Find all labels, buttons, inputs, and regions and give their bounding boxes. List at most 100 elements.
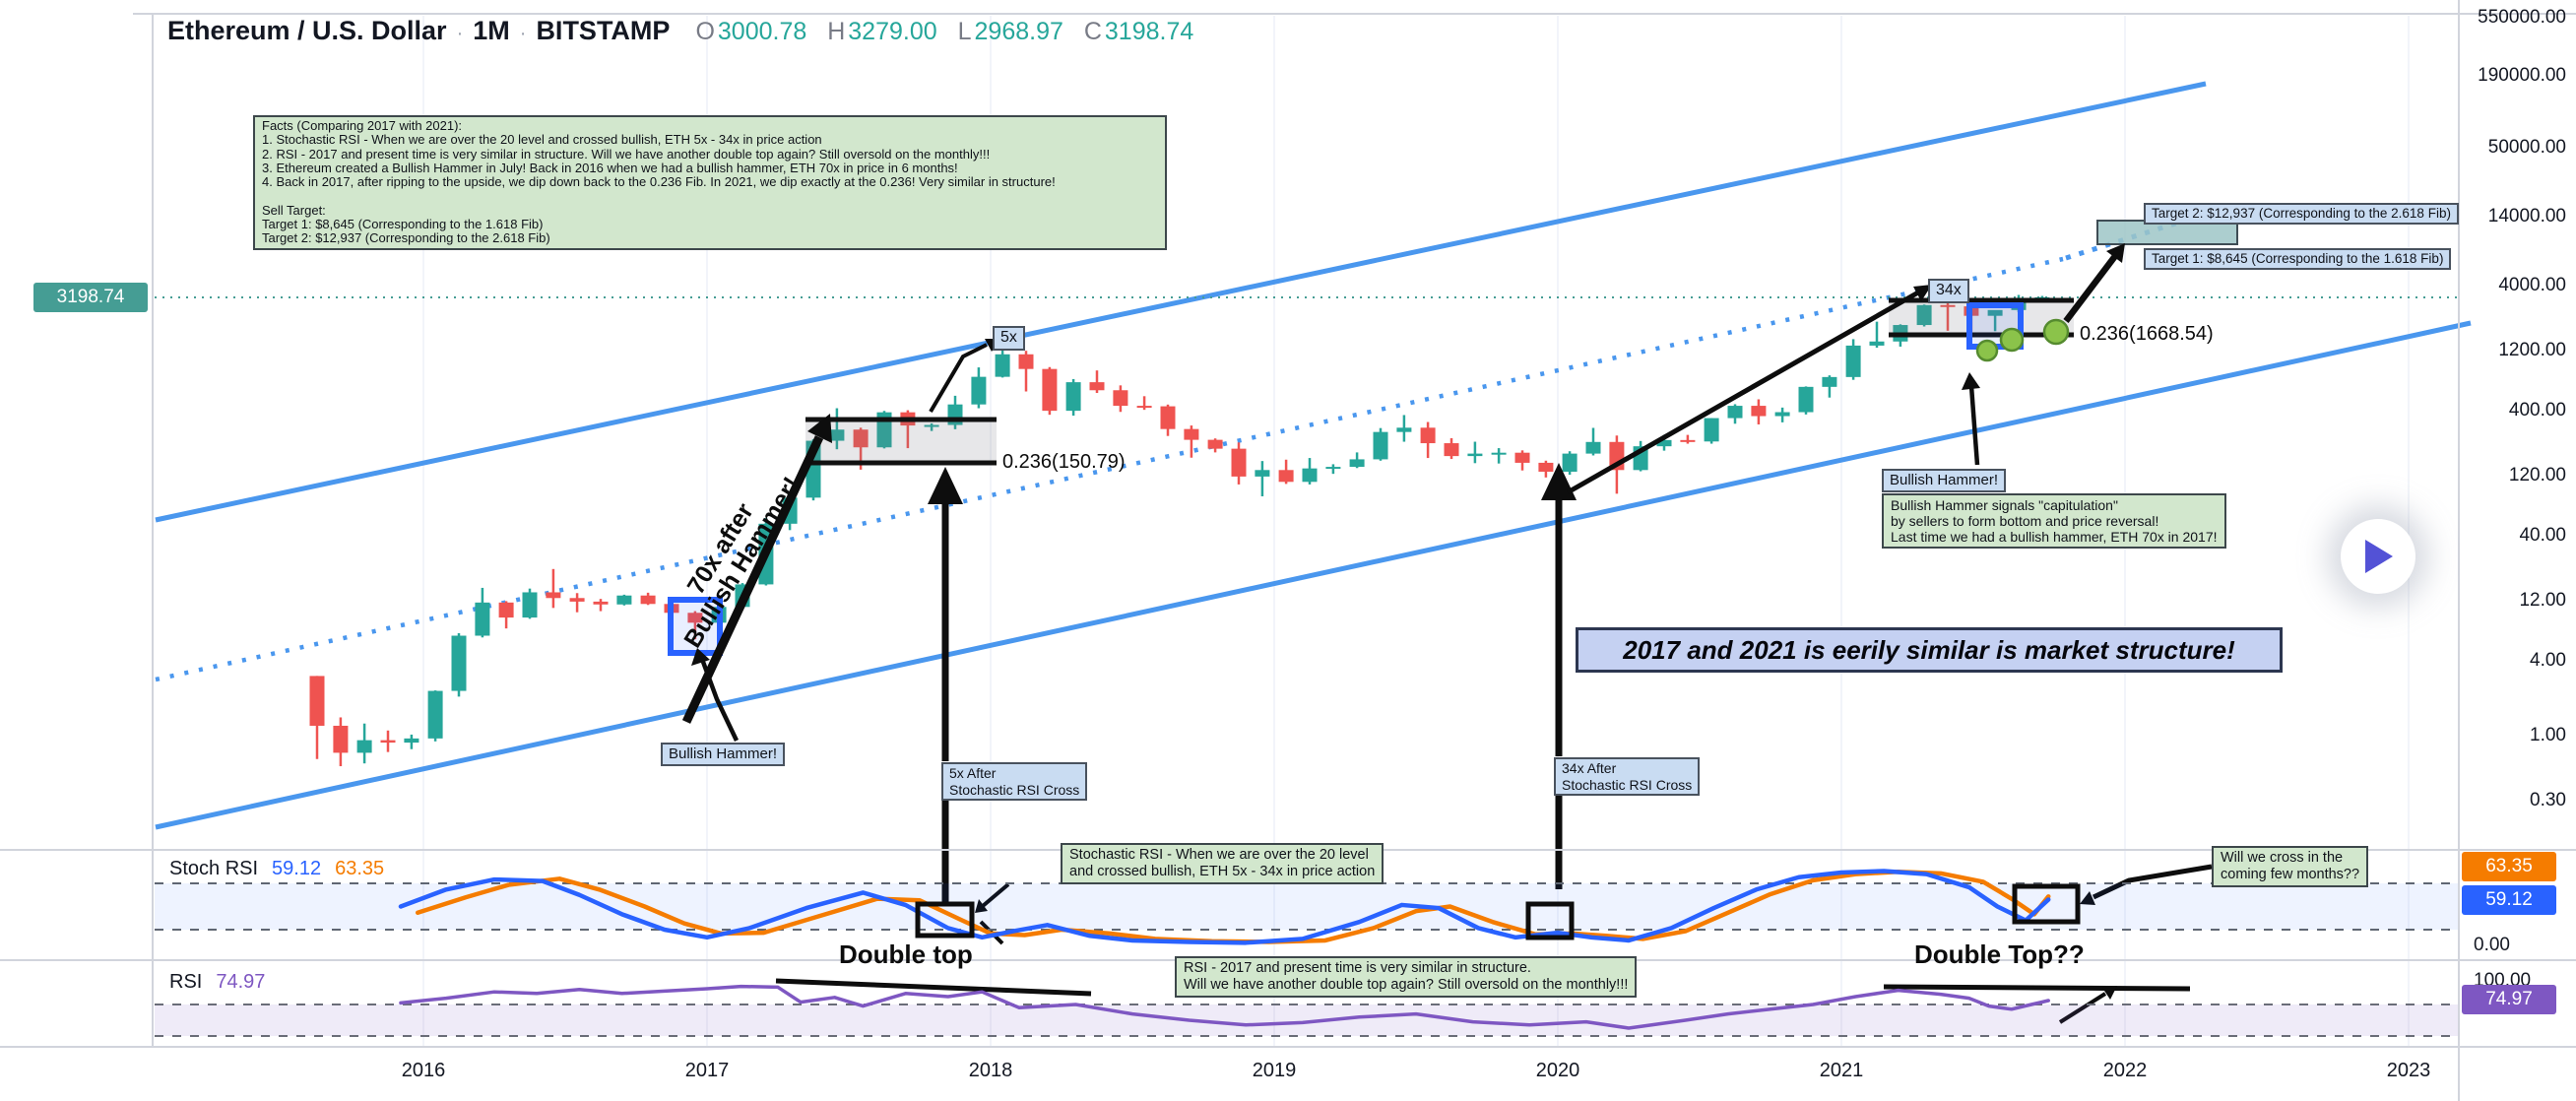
- arrow-bullish-hammer-2021[interactable]: [1968, 385, 1980, 466]
- candle[interactable]: [1704, 418, 1719, 444]
- candle[interactable]: [1302, 458, 1318, 485]
- candle[interactable]: [1065, 378, 1081, 417]
- target-2-box[interactable]: Target 2: $12,937 (Corresponding to the …: [2144, 203, 2459, 225]
- will-we-cross-box[interactable]: Will we cross in the coming few months??: [2212, 846, 2369, 888]
- candle[interactable]: [1514, 450, 1530, 471]
- retest-circles[interactable]: [1975, 318, 2070, 362]
- similarity-banner[interactable]: 2017 and 2021 is eerily similar is marke…: [1576, 627, 2283, 673]
- candle[interactable]: [1089, 370, 1105, 393]
- candle[interactable]: [1160, 404, 1176, 436]
- candle[interactable]: [1042, 366, 1058, 416]
- channel-mid-dotted-line[interactable]: [155, 256, 2064, 682]
- label-34x[interactable]: 34x: [1928, 279, 1969, 303]
- retest-circle-1[interactable]: [1975, 339, 1999, 362]
- candle[interactable]: [309, 676, 325, 759]
- annotation-arrows[interactable]: [681, 243, 2213, 1024]
- channel-lower-line[interactable]: [155, 320, 2472, 830]
- bullish-hammer-2016-label[interactable]: Bullish Hammer!: [661, 743, 786, 766]
- stoch-title[interactable]: Stoch RSI: [169, 858, 259, 879]
- candle[interactable]: [1774, 407, 1790, 422]
- year-label[interactable]: 2022: [2102, 1060, 2148, 1081]
- candle[interactable]: [333, 717, 349, 767]
- label-5x[interactable]: 5x: [993, 326, 1025, 351]
- play-button[interactable]: [2341, 519, 2415, 594]
- candle[interactable]: [1113, 385, 1128, 413]
- arrow-will-we-cross[interactable]: [2092, 864, 2213, 900]
- candle[interactable]: [971, 367, 987, 409]
- candle[interactable]: [1231, 442, 1247, 485]
- stoch-cross-rect-2017[interactable]: [915, 901, 975, 939]
- candle[interactable]: [616, 594, 632, 606]
- candle[interactable]: [1680, 434, 1696, 444]
- candle[interactable]: [1184, 425, 1199, 458]
- retest-circle-3[interactable]: [2042, 318, 2070, 346]
- candle[interactable]: [356, 723, 372, 764]
- candle[interactable]: [1751, 399, 1767, 424]
- facts-note-box[interactable]: Facts (Comparing 2017 with 2021): 1. Sto…: [253, 115, 1167, 250]
- fib-zone-2017[interactable]: [805, 417, 997, 466]
- arrow-to-target[interactable]: [2063, 254, 2118, 323]
- timeframe-label[interactable]: 1M: [473, 16, 510, 45]
- candle[interactable]: [1987, 309, 2003, 332]
- rsi-note-box[interactable]: RSI - 2017 and present time is very simi…: [1175, 956, 1638, 999]
- double-top-2017-label[interactable]: Double top: [839, 939, 973, 969]
- year-label[interactable]: 2020: [1535, 1060, 1580, 1081]
- candle[interactable]: [1822, 375, 1837, 398]
- candle[interactable]: [1538, 460, 1554, 478]
- symbol-title[interactable]: Ethereum / U.S. Dollar: [167, 16, 447, 45]
- candle[interactable]: [380, 730, 396, 752]
- box-5x-after[interactable]: 5x After Stochastic RSI Cross: [941, 762, 1088, 802]
- candle[interactable]: [1349, 452, 1365, 469]
- candle[interactable]: [1869, 321, 1885, 349]
- bullish-hammer-2021-label[interactable]: Bullish Hammer!: [1882, 469, 2007, 492]
- candle[interactable]: [1255, 461, 1270, 496]
- candle[interactable]: [640, 592, 656, 606]
- box-34x-after[interactable]: 34x After Stochastic RSI Cross: [1554, 757, 1701, 797]
- candle[interactable]: [1798, 386, 1814, 415]
- fib-0236-2021-label[interactable]: 0.236(1668.54): [2080, 323, 2214, 345]
- year-label[interactable]: 2021: [1819, 1060, 1864, 1081]
- candle[interactable]: [1207, 438, 1223, 453]
- stoch-cross-highlights[interactable]: [915, 883, 2081, 940]
- trend-channel[interactable]: [155, 81, 2472, 830]
- candle[interactable]: [569, 593, 585, 613]
- arrow-to-34x[interactable]: [1566, 290, 1920, 495]
- candle[interactable]: [1325, 464, 1341, 475]
- candle[interactable]: [522, 588, 538, 619]
- exchange-label[interactable]: BITSTAMP: [536, 16, 671, 45]
- double-top-line-2021[interactable]: [1883, 984, 2191, 992]
- double-top-line-2017[interactable]: [775, 978, 1092, 997]
- arrow-to-5x[interactable]: [929, 343, 988, 414]
- candle[interactable]: [498, 601, 514, 629]
- year-label[interactable]: 2016: [401, 1060, 446, 1081]
- year-label[interactable]: 2018: [968, 1060, 1013, 1081]
- year-label[interactable]: 2017: [684, 1060, 730, 1081]
- candle[interactable]: [1467, 441, 1483, 464]
- arrow-stoch-cross-2017[interactable]: [981, 882, 1010, 908]
- hammer-square-2016[interactable]: [668, 597, 723, 656]
- stoch-cross-rect-2021[interactable]: [2012, 883, 2081, 925]
- candle[interactable]: [546, 568, 561, 609]
- candle[interactable]: [1420, 421, 1436, 459]
- fib-0236-2017-label[interactable]: 0.236(150.79): [1002, 451, 1126, 473]
- year-label[interactable]: 2019: [1252, 1060, 1297, 1081]
- stoch-note-box[interactable]: Stochastic RSI - When we are over the 20…: [1061, 843, 1385, 885]
- candle[interactable]: [1845, 339, 1861, 380]
- double-top-2021-label[interactable]: Double Top??: [1914, 939, 2085, 969]
- candle[interactable]: [475, 587, 490, 638]
- candle[interactable]: [1916, 304, 1932, 327]
- candlestick-series[interactable]: [309, 280, 2050, 767]
- candle[interactable]: [593, 599, 609, 612]
- candle[interactable]: [1018, 351, 1034, 392]
- candle[interactable]: [451, 632, 467, 697]
- candle[interactable]: [427, 690, 443, 742]
- candle[interactable]: [1396, 415, 1412, 442]
- rsi-title[interactable]: RSI: [169, 971, 203, 993]
- candle[interactable]: [1278, 459, 1294, 485]
- stoch-cross-rect-2020[interactable]: [1525, 901, 1575, 940]
- candle[interactable]: [1562, 451, 1578, 476]
- candle[interactable]: [1373, 427, 1388, 461]
- arrow-70x[interactable]: [681, 435, 824, 724]
- retest-circle-2[interactable]: [1999, 327, 2025, 353]
